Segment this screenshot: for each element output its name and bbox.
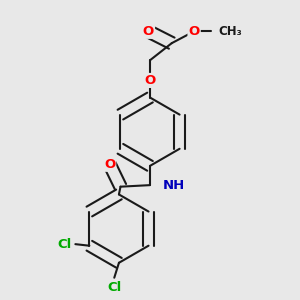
- Text: O: O: [144, 74, 156, 87]
- Text: O: O: [143, 25, 154, 38]
- Text: Cl: Cl: [57, 238, 72, 251]
- Text: NH: NH: [162, 178, 185, 192]
- Text: O: O: [104, 158, 115, 171]
- Text: O: O: [188, 25, 200, 38]
- Text: Cl: Cl: [107, 281, 122, 294]
- Text: CH₃: CH₃: [218, 25, 242, 38]
